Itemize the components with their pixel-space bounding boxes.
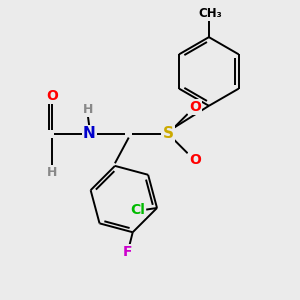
Text: CH₃: CH₃ xyxy=(199,7,222,20)
Text: Cl: Cl xyxy=(130,202,145,217)
Text: H: H xyxy=(47,167,57,179)
Text: H: H xyxy=(83,103,93,116)
Text: O: O xyxy=(189,154,201,167)
Text: O: O xyxy=(189,100,201,114)
Text: N: N xyxy=(83,126,96,141)
Text: F: F xyxy=(123,245,133,259)
Text: S: S xyxy=(163,126,173,141)
Text: O: O xyxy=(46,89,58,103)
